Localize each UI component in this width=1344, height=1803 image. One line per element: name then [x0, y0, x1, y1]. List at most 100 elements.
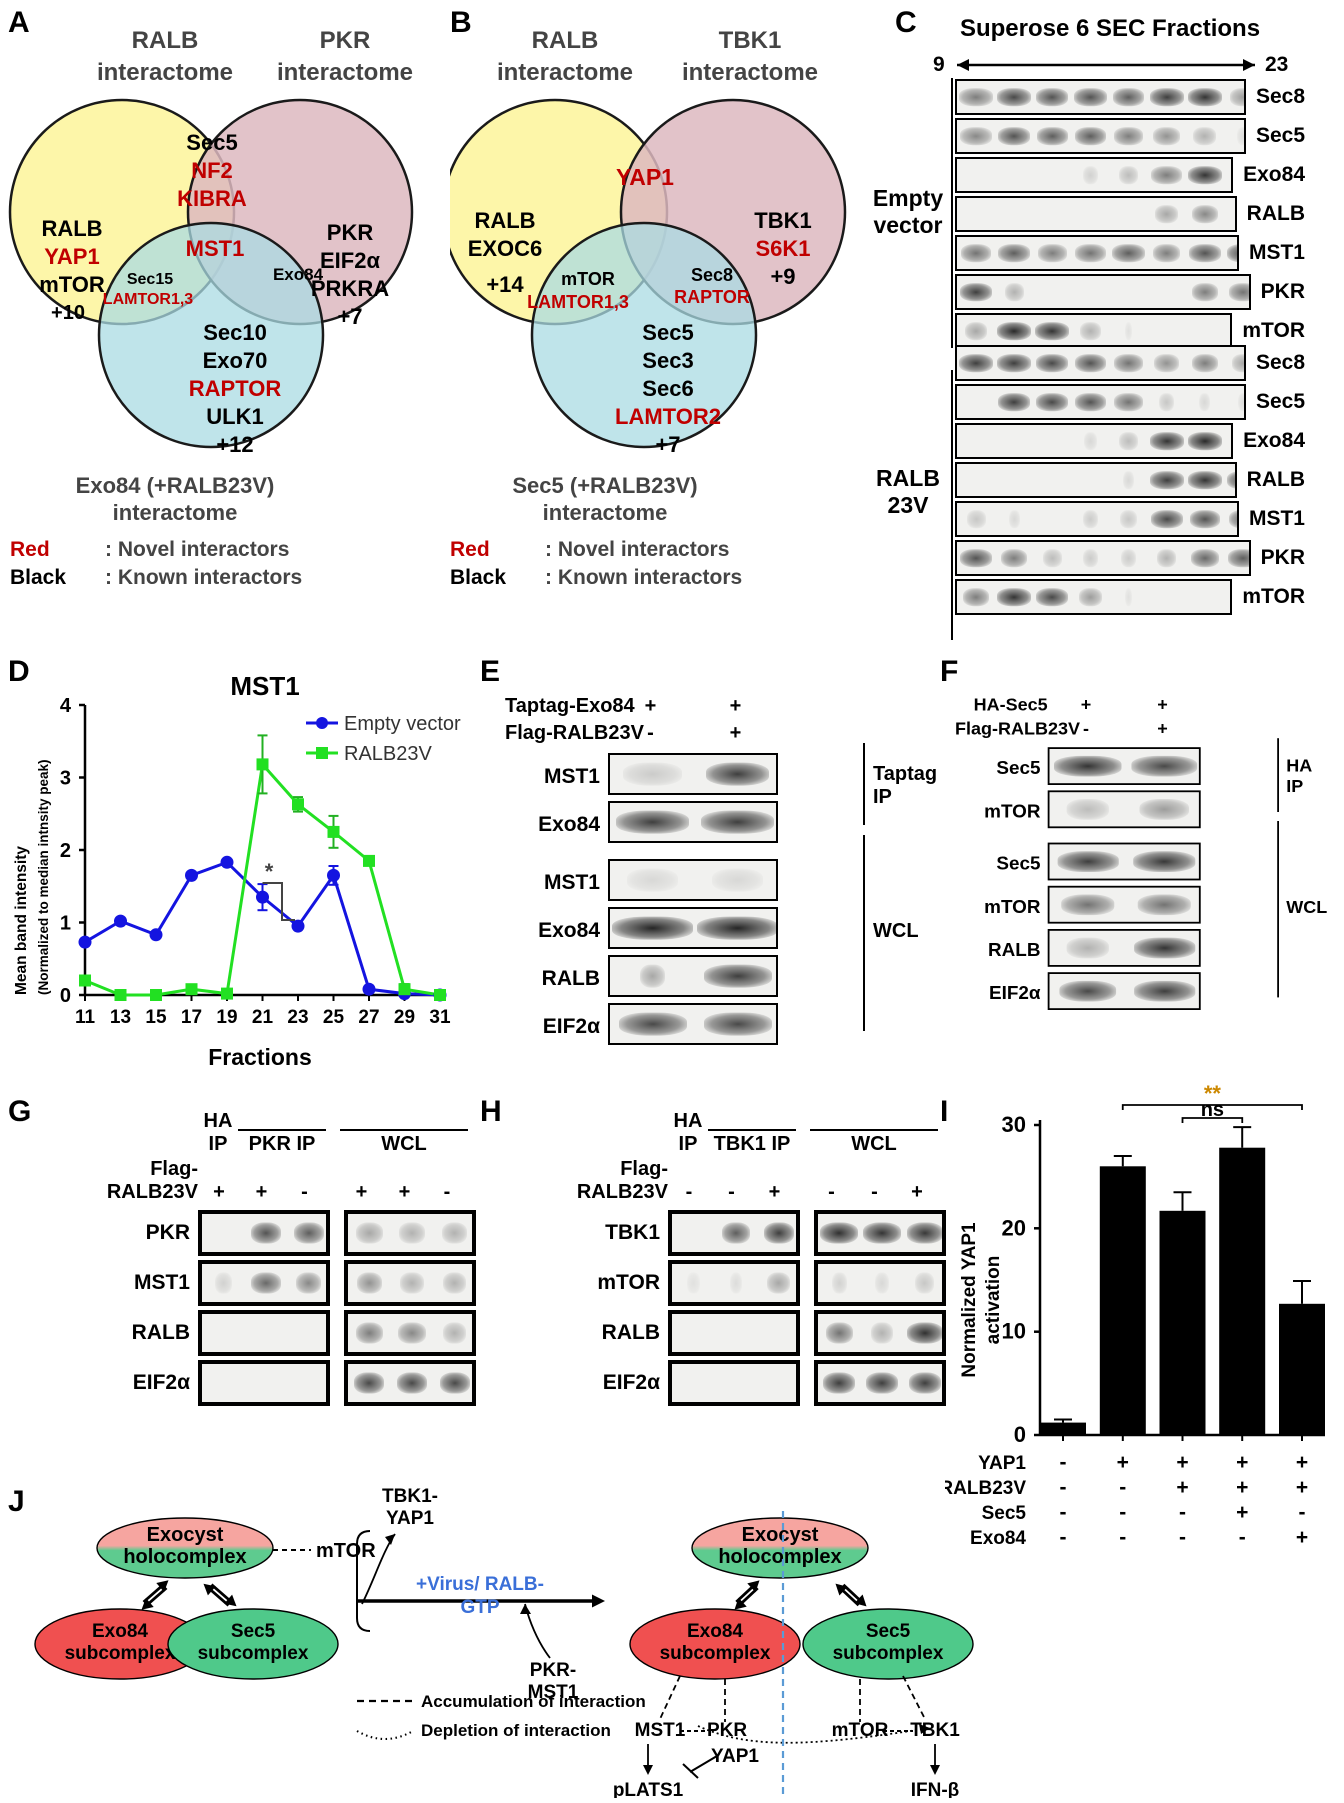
svg-text:NF2: NF2 [191, 158, 233, 183]
svg-text:MST1: MST1 [230, 671, 299, 701]
svg-text:Red: Red [450, 538, 490, 561]
svg-text:+Virus/ RALB-: +Virus/ RALB- [416, 1574, 544, 1595]
svg-text:-: - [1060, 1451, 1067, 1474]
svg-text:mTOR: mTOR [561, 269, 615, 289]
svg-text:Exo70: Exo70 [203, 348, 268, 373]
svg-text:: Novel interactors: : Novel interactors [545, 538, 729, 561]
svg-text:+: + [1117, 1451, 1129, 1474]
svg-text:Exo84 (+RALB23V): Exo84 (+RALB23V) [76, 473, 275, 498]
svg-text:interactome: interactome [113, 500, 238, 525]
svg-text:+: + [1296, 1451, 1308, 1474]
svg-text:: Novel interactors: : Novel interactors [105, 538, 289, 561]
svg-text:Black: Black [450, 566, 506, 589]
svg-text:LAMTOR2: LAMTOR2 [615, 404, 721, 429]
svg-text:15: 15 [145, 1007, 167, 1028]
svg-text:mTOR: mTOR [39, 272, 105, 297]
svg-text:: Known interactors: : Known interactors [545, 566, 742, 589]
svg-text:10: 10 [1002, 1319, 1026, 1344]
svg-text:Empty vector: Empty vector [344, 713, 461, 735]
svg-text:mTOR: mTOR [832, 1720, 889, 1741]
svg-text:2: 2 [60, 840, 71, 862]
svg-text:RAPTOR: RAPTOR [674, 287, 750, 307]
svg-text:+: + [1176, 1451, 1188, 1474]
svg-text:YAP1: YAP1 [711, 1746, 759, 1767]
svg-text:Sec6: Sec6 [642, 376, 693, 401]
svg-text:Sec10: Sec10 [203, 320, 267, 345]
svg-text:19: 19 [216, 1007, 237, 1028]
svg-text:Accumulation of interaction: Accumulation of interaction [421, 1692, 646, 1711]
svg-text:IFN-β: IFN-β [911, 1780, 960, 1798]
svg-text:subcomplex: subcomplex [833, 1643, 944, 1664]
svg-text:PKR: PKR [320, 27, 371, 54]
svg-text:Exo84: Exo84 [273, 265, 324, 284]
svg-text:+10: +10 [51, 302, 85, 324]
svg-text:LAMTOR1,3: LAMTOR1,3 [103, 291, 193, 308]
svg-text:Exo84: Exo84 [92, 1621, 148, 1642]
svg-text:RALB23V: RALB23V [344, 743, 432, 765]
svg-text:0: 0 [60, 985, 71, 1007]
svg-text:PKR-: PKR- [530, 1660, 576, 1681]
svg-text:RALB: RALB [474, 208, 535, 233]
svg-text:TBK1: TBK1 [754, 208, 811, 233]
svg-text:ns: ns [1201, 1099, 1224, 1121]
svg-text:mTOR: mTOR [316, 1540, 376, 1562]
svg-text:subcomplex: subcomplex [198, 1643, 309, 1664]
svg-text:TBK1: TBK1 [910, 1720, 960, 1741]
svg-text:YAP1: YAP1 [386, 1508, 434, 1529]
svg-text:20: 20 [1002, 1215, 1026, 1240]
svg-text:TBK1: TBK1 [719, 27, 782, 54]
svg-text:holocomplex: holocomplex [123, 1546, 246, 1568]
svg-text:PKR: PKR [327, 220, 374, 245]
svg-text:Sec8: Sec8 [691, 265, 733, 285]
svg-text:25: 25 [323, 1007, 345, 1028]
svg-text:30: 30 [1002, 1112, 1026, 1137]
svg-text:interactome: interactome [497, 59, 633, 86]
svg-text:+12: +12 [216, 432, 253, 457]
svg-text:+9: +9 [770, 264, 795, 289]
svg-text:LAMTOR1,3: LAMTOR1,3 [527, 292, 629, 312]
svg-text:31: 31 [429, 1007, 451, 1028]
svg-text:YAP1: YAP1 [616, 164, 674, 190]
svg-text:(Normalized to median intnsity: (Normalized to median intnsity peak) [36, 759, 51, 995]
svg-text:Depletion of interaction: Depletion of interaction [421, 1721, 611, 1740]
svg-text:interactome: interactome [543, 500, 668, 525]
svg-text:23: 23 [287, 1007, 308, 1028]
svg-text:MST1: MST1 [186, 236, 245, 261]
svg-text:4: 4 [60, 695, 72, 717]
svg-text:subcomplex: subcomplex [660, 1643, 771, 1664]
svg-text:Sec15: Sec15 [127, 271, 173, 288]
svg-text:interactome: interactome [97, 59, 233, 86]
svg-text:0: 0 [1014, 1422, 1026, 1447]
svg-text:+: + [1236, 1451, 1248, 1474]
svg-text:subcomplex: subcomplex [65, 1643, 176, 1664]
svg-text:KIBRA: KIBRA [177, 186, 247, 211]
svg-text:: Known interactors: : Known interactors [105, 566, 302, 589]
svg-text:RALB: RALB [132, 27, 199, 54]
svg-text:Sec5 (+RALB23V): Sec5 (+RALB23V) [512, 473, 697, 498]
svg-text:PKR: PKR [707, 1720, 747, 1741]
svg-text:interactome: interactome [682, 59, 818, 86]
svg-text:ULK1: ULK1 [206, 404, 263, 429]
svg-text:Sec5: Sec5 [866, 1621, 911, 1642]
svg-text:holocomplex: holocomplex [718, 1546, 841, 1568]
svg-text:pLATS1: pLATS1 [613, 1780, 684, 1798]
svg-text:Exocyst: Exocyst [147, 1524, 224, 1546]
svg-text:S6K1: S6K1 [755, 236, 810, 261]
svg-text:Red: Red [10, 538, 50, 561]
svg-text:13: 13 [110, 1007, 131, 1028]
svg-text:interactome: interactome [277, 59, 413, 86]
svg-text:11: 11 [75, 1007, 96, 1028]
svg-text:+7: +7 [655, 432, 680, 457]
svg-text:*: * [265, 859, 274, 884]
svg-text:3: 3 [60, 768, 71, 790]
svg-text:Exocyst: Exocyst [742, 1524, 819, 1546]
svg-text:EXOC6: EXOC6 [468, 236, 543, 261]
svg-text:Black: Black [10, 566, 66, 589]
svg-text:Exo84: Exo84 [687, 1621, 743, 1642]
svg-text:+7: +7 [337, 304, 362, 329]
svg-text:Normalized YAP1: Normalized YAP1 [959, 1222, 980, 1378]
svg-text:YAP1: YAP1 [978, 1453, 1026, 1474]
svg-text:RALB: RALB [532, 27, 599, 54]
svg-text:RALB: RALB [41, 216, 102, 241]
svg-text:Sec5: Sec5 [231, 1621, 276, 1642]
